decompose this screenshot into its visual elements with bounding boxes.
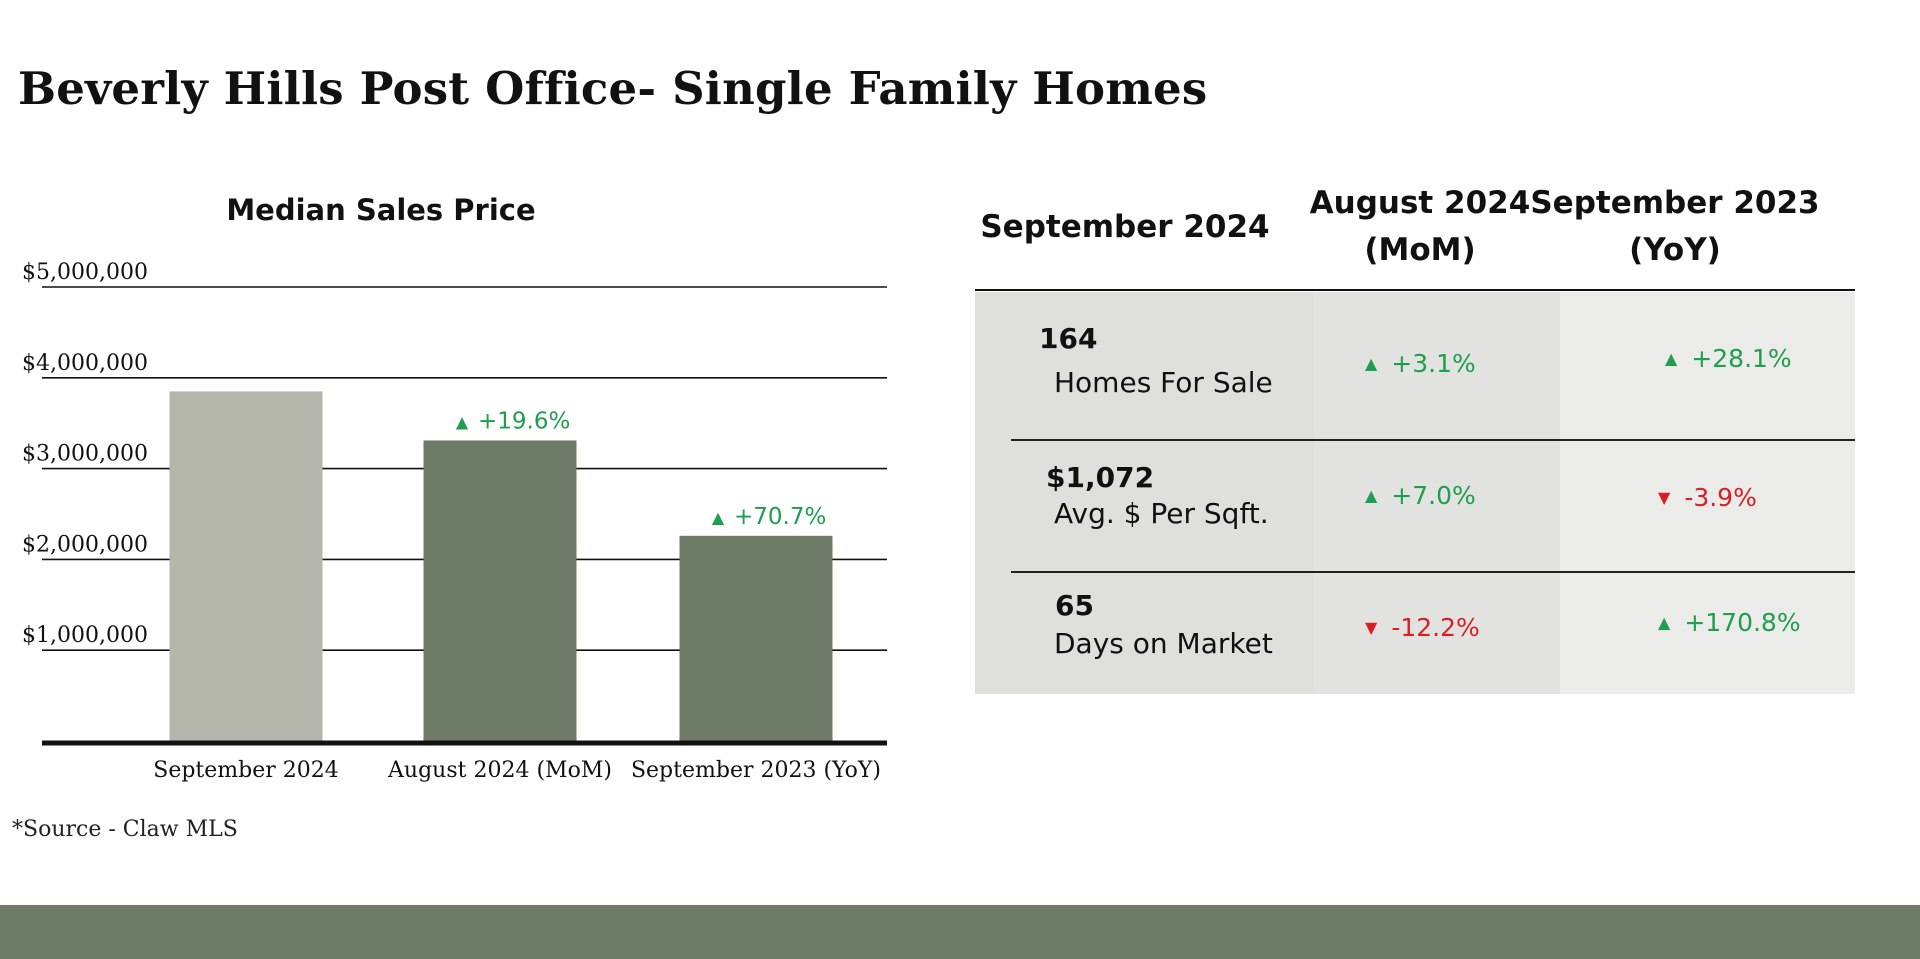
mom-change-text: -12.2% [1391,613,1480,642]
table-row: $1,072 Avg. $ Per Sqft. ▲ +7.0% ▼ -3.9% [975,441,1855,571]
metric-label: Avg. $ Per Sqft. [1054,497,1269,530]
metric-value: $1,072 [1046,461,1155,494]
x-tick-label: September 2024 [153,758,339,783]
bar [169,391,323,741]
current-column-bg [975,292,1314,694]
y-tick-label: $3,000,000 [22,442,148,467]
table-header: September 2024 August 2024 (MoM) Septemb… [975,176,1855,291]
y-tick-label: $1,000,000 [22,623,148,648]
source-note: *Source - Claw MLS [12,817,238,842]
table-body: 164 Homes For Sale ▲ +3.1% ▲ +28.1% $1,0… [975,292,1855,694]
down-arrow-icon: ▼ [1658,488,1671,507]
mom-change: ▲ +7.0% [1365,481,1476,510]
up-arrow-icon: ▲ [456,412,469,431]
data-label: +19.6% [478,408,570,434]
yoy-change-text: -3.9% [1684,483,1757,512]
y-tick-label: $2,000,000 [22,532,148,557]
metric-value: 164 [1039,322,1098,355]
header-divider [975,289,1855,291]
yoy-column-bg [1560,292,1855,694]
yoy-change: ▲ +170.8% [1658,608,1801,637]
metric-label: Homes For Sale [1054,366,1273,399]
page-title: Beverly Hills Post Office- Single Family… [18,62,1208,115]
table-row: 65 Days on Market ▼ -12.2% ▲ +170.8% [975,573,1855,694]
bar [423,440,577,741]
up-arrow-icon: ▲ [1365,486,1378,505]
header-current: September 2024 [980,209,1270,245]
mom-change-text: +3.1% [1391,349,1476,378]
mom-change-text: +7.0% [1391,481,1476,510]
yoy-change: ▲ +28.1% [1665,344,1792,373]
bar [679,535,833,741]
chart-title: Median Sales Price [226,193,535,227]
yoy-change: ▼ -3.9% [1658,483,1757,512]
table-row: 164 Homes For Sale ▲ +3.1% ▲ +28.1% [975,292,1855,439]
row-divider [1011,571,1855,573]
stats-table: September 2024 August 2024 (MoM) Septemb… [975,176,1855,694]
footer-band [0,905,1920,959]
x-tick-label: August 2024 (MoM) [387,758,612,783]
up-arrow-icon: ▲ [1365,354,1378,373]
data-label: +70.7% [734,504,826,530]
y-tick-label: $5,000,000 [22,260,148,285]
header-yoy: September 2023 (YoY) [1530,185,1820,268]
header-mom: August 2024 (MoM) [1309,185,1531,268]
up-arrow-icon: ▲ [712,508,725,527]
metric-label: Days on Market [1054,627,1273,660]
mom-change: ▼ -12.2% [1365,613,1480,642]
mom-column-bg [1314,292,1560,694]
up-arrow-icon: ▲ [1658,613,1671,632]
yoy-change-text: +28.1% [1691,344,1792,373]
down-arrow-icon: ▼ [1365,618,1378,637]
up-arrow-icon: ▲ [1665,349,1678,368]
row-divider [1011,439,1855,441]
yoy-change-text: +170.8% [1684,608,1801,637]
median-sales-price-chart: Median Sales Price $1,000,000 $2,000,000 $3… [22,193,887,783]
mom-change: ▲ +3.1% [1365,349,1476,378]
metric-value: 65 [1055,589,1094,622]
x-tick-label: September 2023 (YoY) [631,758,881,783]
y-tick-label: $4,000,000 [22,351,148,376]
